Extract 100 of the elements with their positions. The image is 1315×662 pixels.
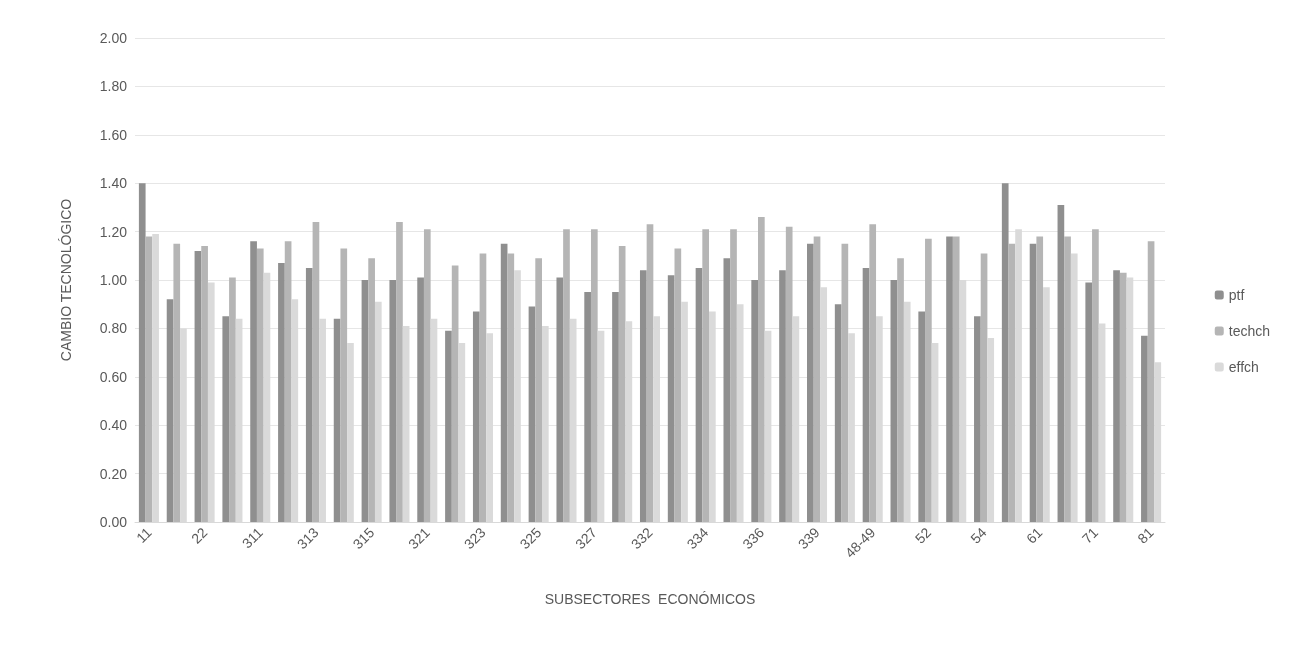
x-tick-label: 52 xyxy=(911,524,935,547)
bar xyxy=(166,299,174,522)
legend-label: techch xyxy=(1228,323,1270,339)
bar xyxy=(862,267,870,522)
bar xyxy=(1085,282,1093,522)
x-tick-label: 339 xyxy=(794,524,823,553)
x-tick-label: 334 xyxy=(683,524,712,553)
bar xyxy=(1008,243,1016,522)
bar xyxy=(305,267,313,522)
bar xyxy=(479,253,487,522)
bar xyxy=(807,243,814,522)
bar xyxy=(312,221,320,522)
bar xyxy=(1001,183,1009,522)
bar xyxy=(451,265,459,522)
bar xyxy=(201,246,208,522)
bar xyxy=(758,217,765,522)
bar xyxy=(974,316,981,522)
x-tick-label: 336 xyxy=(739,524,768,553)
bar xyxy=(695,267,703,522)
x-tick-label: 327 xyxy=(572,524,601,553)
bar xyxy=(751,280,759,522)
bar xyxy=(674,248,682,522)
bar xyxy=(890,280,898,522)
bar xyxy=(229,277,236,522)
legend-label: effch xyxy=(1228,359,1259,375)
bar xyxy=(278,263,285,522)
y-tick-label: 0.80 xyxy=(99,320,128,337)
bar xyxy=(667,275,675,522)
bar xyxy=(785,226,793,522)
y-tick-label: 0.20 xyxy=(99,465,128,482)
bar xyxy=(646,224,654,522)
bar xyxy=(194,250,202,522)
x-tick-label: 71 xyxy=(1078,524,1102,547)
x-tick-label: 311 xyxy=(238,524,267,552)
bar xyxy=(472,311,480,522)
x-tick-label: 321 xyxy=(405,524,434,553)
bar xyxy=(639,270,647,522)
x-tick-label: 325 xyxy=(516,524,545,553)
bar xyxy=(396,221,403,522)
bar xyxy=(535,258,542,522)
bar xyxy=(250,241,257,522)
bar xyxy=(925,238,932,522)
bar xyxy=(500,243,508,522)
bar xyxy=(952,236,960,522)
bar xyxy=(1147,241,1155,522)
bar xyxy=(284,241,292,522)
x-tick-label: 11 xyxy=(132,524,155,546)
bar xyxy=(368,258,375,522)
bar xyxy=(1113,270,1120,522)
bar xyxy=(1057,204,1065,522)
y-tick-label: 0.00 xyxy=(99,514,128,530)
y-tick-label: 1.60 xyxy=(99,126,128,143)
y-axis-title: CAMBIO TECNOLÓGICO xyxy=(58,198,74,362)
bar xyxy=(813,236,821,522)
bar xyxy=(1119,272,1127,522)
bar xyxy=(702,229,710,522)
bar xyxy=(834,304,842,522)
bar xyxy=(723,258,731,522)
bar xyxy=(389,280,397,522)
bar xyxy=(222,316,230,522)
y-tick-label: 0.40 xyxy=(99,417,128,434)
y-tick-label: 0.60 xyxy=(99,368,128,385)
y-tick-label: 1.00 xyxy=(99,272,128,288)
x-tick-label: 81 xyxy=(1134,524,1157,547)
bar xyxy=(417,277,424,522)
x-tick-label: 313 xyxy=(293,524,322,553)
bar xyxy=(1141,335,1148,522)
bar xyxy=(980,253,988,522)
bar xyxy=(145,236,153,522)
y-tick-label: 2.00 xyxy=(99,30,128,46)
bar xyxy=(590,229,598,522)
bar xyxy=(563,229,570,522)
bar xyxy=(730,229,737,522)
y-tick-label: 1.80 xyxy=(99,78,128,95)
x-tick-label: 332 xyxy=(627,524,656,553)
bar xyxy=(507,253,515,522)
bar xyxy=(1036,236,1044,522)
y-tick-label: 1.40 xyxy=(99,175,128,192)
bar xyxy=(423,229,431,522)
legend-label: ptf xyxy=(1228,287,1245,303)
x-tick-label: 323 xyxy=(460,524,489,553)
bar xyxy=(340,248,348,522)
bar xyxy=(173,243,181,522)
x-tick-label: 315 xyxy=(349,524,378,553)
bar xyxy=(946,236,953,522)
x-tick-label: 54 xyxy=(967,524,990,547)
bar xyxy=(918,311,926,522)
bar xyxy=(612,292,619,522)
bar xyxy=(1064,236,1071,522)
bar xyxy=(528,306,536,522)
bar xyxy=(445,330,452,522)
x-tick-label: 22 xyxy=(187,524,211,547)
x-axis-title: SUBSECTORES ECONÓMICOS xyxy=(544,591,756,607)
bar xyxy=(1092,229,1099,522)
bar xyxy=(618,246,626,522)
bar xyxy=(361,280,369,522)
bar xyxy=(584,292,591,522)
bar xyxy=(869,224,877,522)
y-tick-label: 1.20 xyxy=(99,223,128,240)
bar xyxy=(779,270,786,522)
